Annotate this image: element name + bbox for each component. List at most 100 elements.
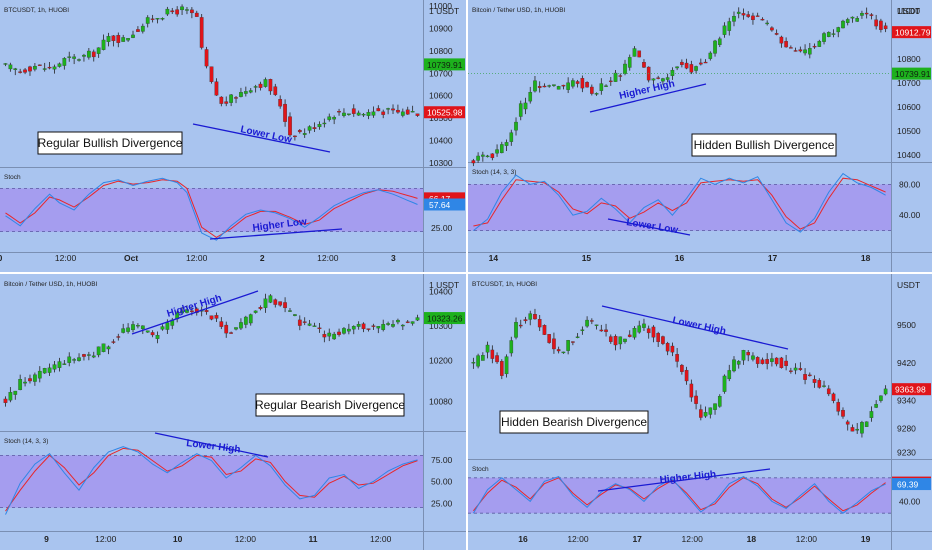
- time-axis-tick: 16: [518, 534, 528, 544]
- price-axis-tick: 10500: [897, 126, 921, 136]
- candle-bull: [86, 50, 91, 58]
- candle-bull: [585, 319, 589, 327]
- candle-bear: [774, 357, 779, 365]
- candle-bull: [67, 56, 72, 58]
- price-axis-tick: 10200: [429, 355, 453, 365]
- candle-bull: [361, 113, 366, 116]
- stoch-axis-tick: 25.00: [431, 223, 453, 233]
- candle-bull: [552, 84, 556, 86]
- candle-bear: [283, 302, 287, 309]
- stoch-axis-tick: 40.00: [899, 496, 921, 506]
- candle-bear: [337, 111, 341, 113]
- candle-bull: [599, 83, 604, 91]
- candle-bull: [632, 328, 637, 338]
- candle-bear: [803, 374, 807, 380]
- candle-bull: [831, 33, 836, 35]
- candle-bull: [485, 155, 490, 158]
- candle-bull: [155, 18, 160, 20]
- time-axis-tick: 12:00: [55, 253, 77, 263]
- candle-bear: [258, 307, 263, 309]
- candle-bull: [722, 25, 727, 35]
- candle-bull: [793, 367, 798, 371]
- stoch-tag-value: 69.39: [897, 480, 919, 490]
- stoch-trendline: [597, 468, 771, 492]
- candle-bear: [3, 398, 8, 403]
- time-axis-tick: 12:00: [370, 534, 392, 544]
- candle-bull: [131, 324, 135, 331]
- candle-bear: [613, 336, 618, 346]
- price-axis-tick: 10700: [429, 68, 453, 78]
- price-axis-tick: 10600: [897, 102, 921, 112]
- candle-bull: [623, 338, 627, 342]
- candle-bull: [263, 79, 268, 87]
- candle-bear: [490, 349, 495, 359]
- candle-bull: [855, 18, 860, 22]
- annotation-box: [691, 133, 837, 157]
- candle-bear: [575, 81, 580, 84]
- candle-bull: [165, 8, 170, 15]
- candle-bear: [760, 18, 765, 21]
- candle-bull: [665, 77, 670, 80]
- candle-bear: [322, 334, 327, 338]
- candle-bear: [499, 361, 504, 376]
- candle-bear: [784, 360, 788, 367]
- candle-bull: [253, 86, 258, 88]
- candle-bear: [278, 301, 283, 306]
- candle-bear: [637, 50, 642, 58]
- candle-bear: [845, 421, 850, 425]
- candle-bull: [741, 350, 746, 361]
- candle-bull: [86, 354, 91, 356]
- annotation-box: [255, 393, 405, 417]
- candle-bull: [140, 325, 145, 330]
- candle-bear: [234, 97, 238, 99]
- candle-bull: [571, 80, 575, 87]
- candle-bear: [547, 334, 551, 343]
- candle-bull: [8, 64, 13, 70]
- candle-bear: [793, 50, 798, 52]
- candle-bull: [703, 412, 708, 417]
- candle-bear: [214, 81, 219, 96]
- candle-bull: [18, 379, 23, 391]
- candle-bull: [400, 324, 405, 327]
- candle-bull: [528, 313, 533, 320]
- candle-bull: [528, 92, 533, 102]
- candle-bear: [302, 321, 307, 323]
- time-axis-tick: 12:00: [567, 534, 589, 544]
- candle-bear: [703, 61, 708, 64]
- vertical-divider: [466, 0, 468, 550]
- candle-bull: [415, 317, 420, 321]
- candle-bull: [722, 375, 727, 392]
- symbol-label: BTCUSDT, 1h, HUOBI: [472, 281, 537, 288]
- candle-bull: [268, 295, 273, 303]
- candle-bull: [33, 374, 37, 382]
- candle-bear: [28, 378, 32, 382]
- candle-bull: [874, 404, 878, 408]
- candle-bull: [717, 38, 722, 45]
- candle-bear: [879, 20, 883, 30]
- candle-bull: [732, 359, 736, 372]
- candle-bull: [366, 112, 371, 116]
- candle-bear: [670, 345, 675, 353]
- candle-bear: [219, 96, 224, 104]
- chart-panel-hidden-bullish: 10400105001060010700108001090011000USDT1…: [468, 0, 932, 272]
- candle-bull: [476, 155, 480, 161]
- candle-bull: [826, 31, 831, 37]
- candle-bull: [180, 6, 184, 11]
- candle-bear: [689, 64, 694, 73]
- stoch-tag-box: [424, 198, 465, 211]
- candle-bull: [72, 359, 77, 361]
- price-tag-value: 10323.26: [427, 314, 463, 324]
- annotation-label: Regular Bearish Divergence: [255, 398, 405, 412]
- candle-bull: [396, 319, 400, 323]
- candle-bull: [77, 357, 81, 361]
- candle-bull: [523, 102, 528, 110]
- candle-bull: [42, 68, 47, 70]
- candle-bull: [504, 356, 509, 375]
- price-tag-value: 10739.91: [427, 60, 463, 70]
- candle-bear: [23, 69, 27, 73]
- candle-bear: [471, 160, 476, 164]
- candle-bull: [346, 328, 351, 332]
- candle-bear: [874, 19, 878, 27]
- candle-bear: [665, 342, 670, 352]
- price-trendline: [601, 305, 789, 350]
